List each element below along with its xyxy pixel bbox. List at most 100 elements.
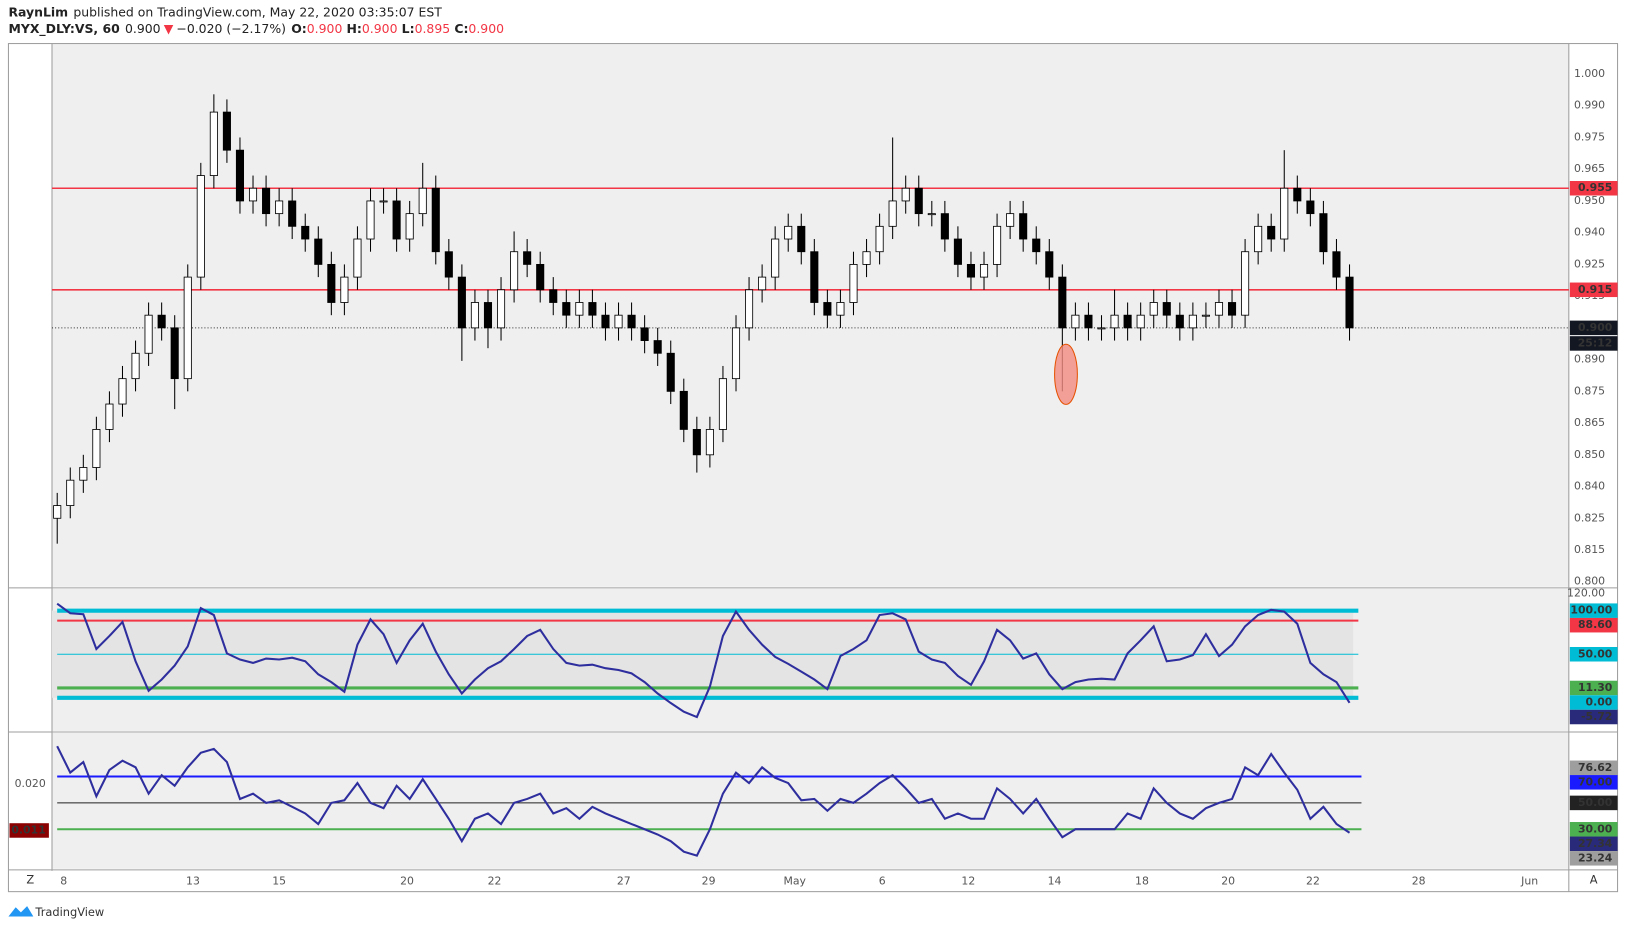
x-tick-label: 29: [702, 874, 716, 887]
candle-body: [692, 429, 701, 456]
price-badge: [1569, 760, 1618, 776]
candle-body: [53, 505, 62, 519]
candle-body: [1241, 251, 1250, 316]
candle-body: [379, 200, 388, 203]
price-badge: [1569, 709, 1618, 725]
price-badge: [1569, 180, 1618, 196]
price-badge-label: 0.00: [1586, 695, 1613, 708]
x-tick-label: 14: [1048, 874, 1062, 887]
price-badge-label: 100.00: [1570, 604, 1612, 617]
rsi-pane: [51, 733, 1569, 869]
x-tick-label: 15: [272, 874, 286, 887]
candle-body: [549, 289, 558, 303]
candle-body: [953, 238, 962, 265]
candle-body: [340, 276, 349, 303]
price-pane: [51, 43, 1569, 587]
candle-body: [1188, 314, 1197, 329]
y-tick-label: 0.840: [1574, 480, 1605, 493]
price-badge: [1569, 603, 1618, 618]
candle-body: [940, 213, 949, 240]
candle-body: [601, 314, 610, 329]
toolbar-left[interactable]: Z: [26, 873, 34, 887]
price-badge: [1569, 320, 1618, 336]
symbol: MYX_DLY:VS, 60: [8, 21, 120, 37]
candle-body: [444, 251, 453, 278]
candle-body: [1019, 213, 1028, 240]
price-badge-label: 23.24: [1578, 851, 1613, 864]
candle-body: [1097, 327, 1106, 330]
candle-body: [1123, 314, 1132, 329]
candle-body: [666, 352, 675, 392]
candle-body: [1267, 225, 1276, 240]
candle-body: [1227, 302, 1237, 316]
price-badge-label: 30.00: [1578, 822, 1613, 835]
ohlc-value: 0.900: [362, 21, 398, 36]
price-badge: [1569, 617, 1618, 633]
x-tick-label: 18: [1135, 874, 1149, 887]
candle-body: [510, 251, 519, 291]
candle-body: [418, 187, 427, 215]
candle-body: [888, 200, 897, 227]
arrow: ▼: [164, 21, 174, 36]
candle-body: [771, 238, 780, 278]
price-badge: [1569, 646, 1618, 662]
candle-body: [92, 429, 101, 468]
price-badge: [1569, 695, 1618, 710]
x-tick-label: Jun: [1520, 874, 1538, 887]
y-tick-label: 0.965: [1574, 162, 1605, 175]
y-tick-label: 0.825: [1574, 511, 1605, 524]
plots: 1.0000.9900.9750.9650.9500.9400.9250.915…: [15, 67, 1606, 887]
candle-body: [562, 302, 571, 316]
left-tick-label: 0.020: [15, 777, 46, 790]
x-tick-label: 27: [617, 874, 631, 887]
candle-body: [1032, 238, 1041, 253]
price-badge-label: 0.955: [1578, 181, 1612, 194]
candle-body: [1345, 276, 1354, 329]
candle-body: [797, 225, 806, 253]
countdown-badge: [1569, 336, 1618, 351]
y-tick-label: 0.865: [1574, 416, 1605, 429]
candle-body: [679, 390, 688, 430]
x-tick-label: 12: [961, 874, 975, 887]
candle-body: [758, 276, 767, 291]
author: RaynLim: [8, 4, 68, 19]
left-badge-label: 0.011: [11, 823, 45, 836]
price-badge-label: 50.00: [1578, 796, 1613, 809]
candle-body: [183, 276, 192, 380]
candle-body: [470, 302, 479, 329]
y-tick-label: 0.940: [1574, 226, 1605, 239]
candle-body: [288, 200, 297, 227]
toolbar-right[interactable]: A: [1590, 873, 1598, 887]
candle-body: [66, 479, 75, 506]
candle-body: [170, 327, 179, 380]
change: −0.020 (−2.17%): [176, 21, 286, 36]
price-badge-label: 11.30: [1578, 681, 1613, 694]
candle-body: [745, 289, 754, 329]
ohlc-key: H:: [347, 21, 362, 36]
candle-body: [405, 213, 414, 240]
y-tick-label: 0.890: [1574, 353, 1605, 366]
candle-body: [1293, 187, 1302, 202]
frame: [7, 43, 1619, 893]
candle-body: [1332, 251, 1341, 278]
price-badge: [1569, 822, 1618, 837]
candle-body: [1045, 251, 1054, 278]
brand: TradingView: [34, 905, 104, 919]
candle-body: [131, 352, 140, 380]
candle-body: [731, 327, 741, 380]
candle-body: [392, 200, 401, 240]
ohlc-value: 0.895: [415, 21, 451, 36]
candle-body: [718, 378, 727, 430]
indicator-line: [56, 602, 1351, 719]
candle-body: [1306, 200, 1315, 215]
candle-body: [627, 314, 636, 329]
x-tick-label: 22: [1306, 874, 1320, 887]
header-line-2: MYX_DLY:VS, 60 0.900 ▼ −0.020 (−2.17%) O:0.9…: [8, 21, 504, 37]
price-badge: [1569, 775, 1618, 790]
countdown: 25:12: [1578, 336, 1613, 349]
candle-body: [235, 149, 245, 202]
candle-body: [1254, 225, 1263, 253]
candle-body: [836, 302, 845, 316]
